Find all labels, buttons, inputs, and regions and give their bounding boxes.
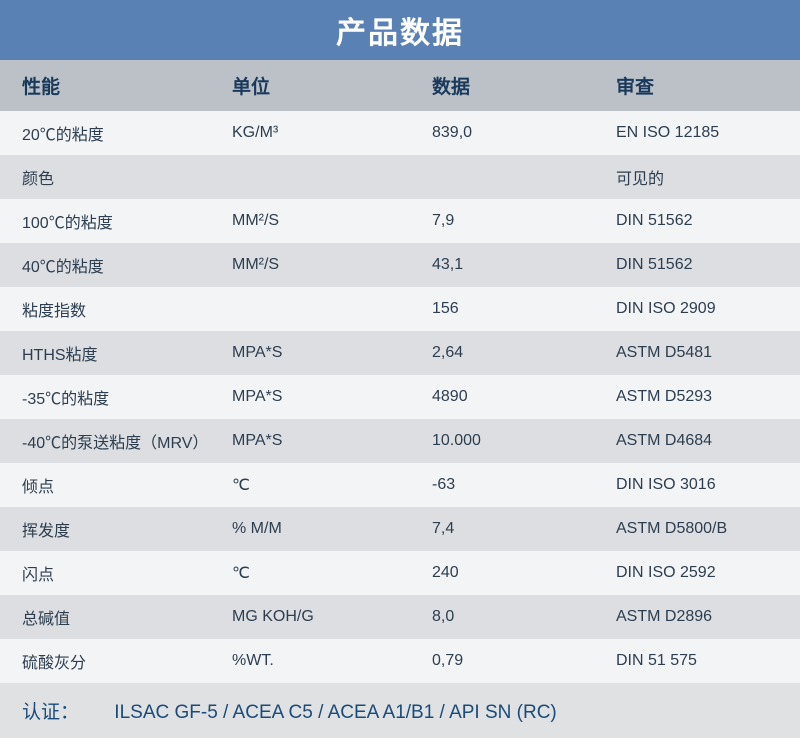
cell-property: 闪点 <box>0 551 232 595</box>
cell-unit: MM²/S <box>232 199 432 243</box>
table-row: 颜色 可见的 <box>0 155 800 199</box>
cell-property: -40℃的泵送粘度（MRV） <box>0 419 232 463</box>
table-header-row: 性能 单位 数据 审查 <box>0 60 800 111</box>
cell-unit: ℃ <box>232 463 432 507</box>
cell-review: DIN 51562 <box>616 243 800 287</box>
cell-unit <box>232 155 432 199</box>
cell-property: 20℃的粘度 <box>0 111 232 155</box>
cell-review: DIN 51562 <box>616 199 800 243</box>
cell-data: 240 <box>432 551 616 595</box>
cell-data <box>432 155 616 199</box>
cell-data: 10.000 <box>432 419 616 463</box>
cell-data: 8,0 <box>432 595 616 639</box>
table-row: 总碱值MG KOH/G8,0ASTM D2896 <box>0 595 800 639</box>
product-data-panel: 产品数据 性能 单位 数据 审查 20℃的粘度KG/M³839,0EN ISO … <box>0 0 800 738</box>
cell-property: 40℃的粘度 <box>0 243 232 287</box>
cell-data: 43,1 <box>432 243 616 287</box>
col-header-data: 数据 <box>432 60 616 111</box>
cell-review: DIN ISO 3016 <box>616 463 800 507</box>
cell-property: 颜色 <box>0 155 232 199</box>
cell-review: DIN ISO 2592 <box>616 551 800 595</box>
cell-unit: MPA*S <box>232 419 432 463</box>
cell-review: ASTM D2896 <box>616 595 800 639</box>
cell-property: 总碱值 <box>0 595 232 639</box>
cell-data: 2,64 <box>432 331 616 375</box>
panel-title: 产品数据 <box>0 0 800 60</box>
cell-property: 硫酸灰分 <box>0 639 232 683</box>
data-table: 性能 单位 数据 审查 20℃的粘度KG/M³839,0EN ISO 12185… <box>0 60 800 683</box>
cell-unit: % M/M <box>232 507 432 551</box>
cell-unit: ℃ <box>232 551 432 595</box>
table-row: 硫酸灰分%WT.0,79DIN 51 575 <box>0 639 800 683</box>
cell-data: -63 <box>432 463 616 507</box>
table-row: 闪点℃240DIN ISO 2592 <box>0 551 800 595</box>
cell-unit: %WT. <box>232 639 432 683</box>
cell-data: 839,0 <box>432 111 616 155</box>
cell-property: -35℃的粘度 <box>0 375 232 419</box>
cell-unit <box>232 287 432 331</box>
certification-label: 认证： <box>22 702 109 723</box>
cell-unit: KG/M³ <box>232 111 432 155</box>
table-row: 40℃的粘度MM²/S43,1DIN 51562 <box>0 243 800 287</box>
table-row: -40℃的泵送粘度（MRV）MPA*S10.000ASTM D4684 <box>0 419 800 463</box>
cell-unit: MG KOH/G <box>232 595 432 639</box>
cell-data: 7,4 <box>432 507 616 551</box>
table-row: 倾点℃-63DIN ISO 3016 <box>0 463 800 507</box>
cell-review: DIN 51 575 <box>616 639 800 683</box>
cell-data: 7,9 <box>432 199 616 243</box>
cell-unit: MPA*S <box>232 375 432 419</box>
table-row: HTHS粘度MPA*S2,64ASTM D5481 <box>0 331 800 375</box>
cell-property: 挥发度 <box>0 507 232 551</box>
certification-row: 认证： ILSAC GF-5 / ACEA C5 / ACEA A1/B1 / … <box>0 683 800 738</box>
table-row: 粘度指数 156DIN ISO 2909 <box>0 287 800 331</box>
table-row: 100℃的粘度MM²/S7,9DIN 51562 <box>0 199 800 243</box>
table-row: 20℃的粘度KG/M³839,0EN ISO 12185 <box>0 111 800 155</box>
cell-property: HTHS粘度 <box>0 331 232 375</box>
cell-unit: MPA*S <box>232 331 432 375</box>
col-header-review: 审查 <box>616 60 800 111</box>
cell-review: EN ISO 12185 <box>616 111 800 155</box>
cell-data: 4890 <box>432 375 616 419</box>
col-header-unit: 单位 <box>232 60 432 111</box>
cell-review: DIN ISO 2909 <box>616 287 800 331</box>
cell-review: ASTM D5293 <box>616 375 800 419</box>
cell-data: 156 <box>432 287 616 331</box>
cell-data: 0,79 <box>432 639 616 683</box>
table-row: 挥发度% M/M7,4ASTM D5800/B <box>0 507 800 551</box>
cell-review: ASTM D5800/B <box>616 507 800 551</box>
cell-unit: MM²/S <box>232 243 432 287</box>
cell-review: 可见的 <box>616 155 800 199</box>
cell-review: ASTM D5481 <box>616 331 800 375</box>
cell-property: 粘度指数 <box>0 287 232 331</box>
table-row: -35℃的粘度MPA*S4890ASTM D5293 <box>0 375 800 419</box>
certification-value: ILSAC GF-5 / ACEA C5 / ACEA A1/B1 / API … <box>114 702 556 723</box>
cell-property: 100℃的粘度 <box>0 199 232 243</box>
cell-property: 倾点 <box>0 463 232 507</box>
cell-review: ASTM D4684 <box>616 419 800 463</box>
col-header-property: 性能 <box>0 60 232 111</box>
